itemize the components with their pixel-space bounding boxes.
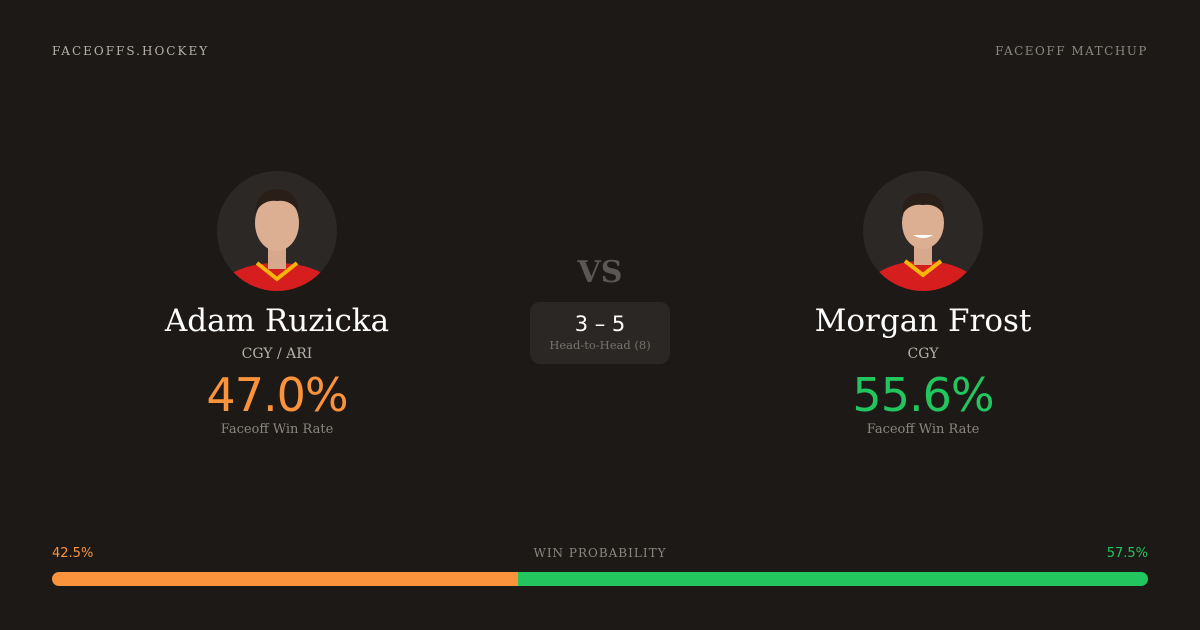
win-probability-left-segment — [52, 572, 518, 586]
win-rate-label: Faceoff Win Rate — [866, 422, 980, 437]
faceoff-win-rate: 47.0% — [206, 368, 348, 422]
player-card-right: Morgan Frost CGY 55.6% Faceoff Win Rate — [763, 171, 1083, 437]
head-to-head-label: Head-to-Head (8) — [549, 338, 651, 352]
player-avatar — [863, 171, 983, 291]
player-team: CGY / ARI — [241, 346, 313, 362]
player-name: Adam Ruzicka — [164, 303, 390, 339]
player-avatar — [217, 171, 337, 291]
faceoff-win-rate: 55.6% — [852, 368, 994, 422]
player-name: Morgan Frost — [814, 303, 1032, 339]
vs-label: VS — [577, 255, 623, 290]
win-rate-label: Faceoff Win Rate — [220, 422, 334, 437]
page-kind-label: FACEOFF MATCHUP — [995, 44, 1148, 58]
head-to-head-score: 3 – 5 — [574, 312, 626, 336]
player-card-left: Adam Ruzicka CGY / ARI 47.0% Faceoff Win… — [117, 171, 437, 437]
win-probability-right: 57.5% — [1106, 546, 1148, 561]
player-team: CGY — [907, 346, 939, 362]
head-to-head-box: 3 – 5 Head-to-Head (8) — [530, 302, 670, 364]
brand-logo-text: FACEOFFS.HOCKEY — [52, 44, 210, 58]
win-probability-title: WIN PROBABILITY — [533, 546, 667, 560]
win-probability-right-segment — [517, 572, 1148, 586]
win-probability-left: 42.5% — [52, 546, 94, 561]
win-probability-bar — [52, 572, 1148, 586]
